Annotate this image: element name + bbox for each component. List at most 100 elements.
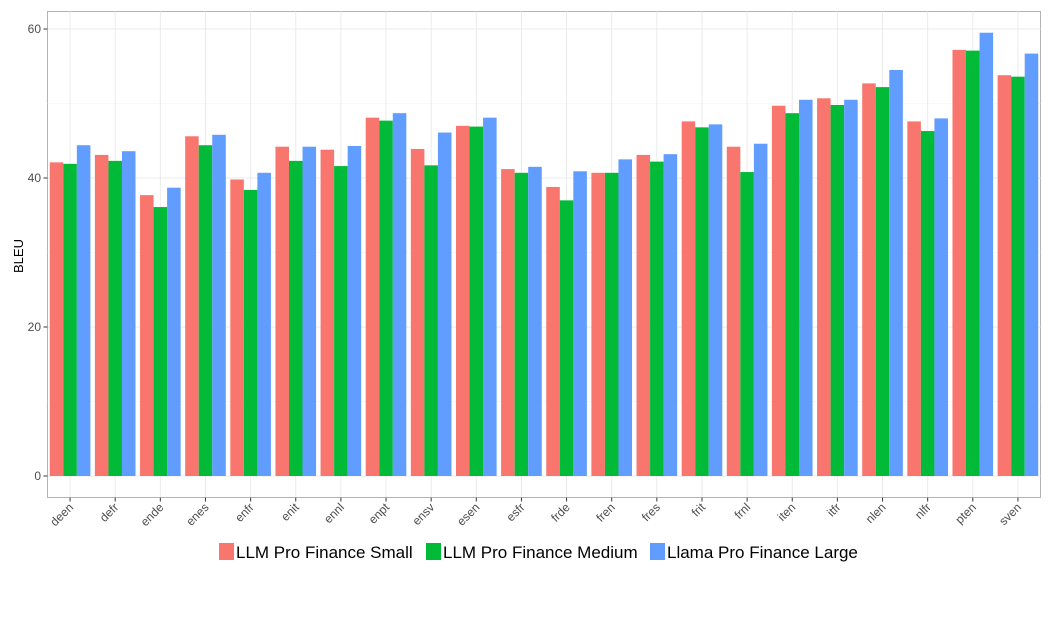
y-axis-ticks: 0 20 40 60 <box>28 22 48 483</box>
bar-deen-1 <box>49 162 64 477</box>
bar-defr-1 <box>94 154 109 476</box>
bar-frit-2 <box>695 127 709 476</box>
y-tick-label: 40 <box>28 171 42 185</box>
bar-fren-1 <box>591 172 605 476</box>
bar-ende-2 <box>153 207 168 476</box>
x-tick-label: nlfr <box>912 500 934 522</box>
x-tick-label: nlen <box>863 500 889 526</box>
bar-ensv-1 <box>410 148 425 476</box>
bar-deen-3 <box>76 145 91 476</box>
legend-swatch <box>650 543 665 560</box>
x-tick-label: esen <box>454 500 482 528</box>
bar-itfr-1 <box>817 98 831 476</box>
x-tick-label: esfr <box>504 500 528 524</box>
bar-fres-1 <box>636 154 651 476</box>
bar-itfr-2 <box>830 104 845 477</box>
bar-iten-2 <box>785 113 800 476</box>
x-tick-label: ensv <box>409 500 437 528</box>
bar-ennl-2 <box>334 166 348 476</box>
x-tick-label: ende <box>138 500 167 529</box>
bar-nlfr-2 <box>920 131 935 476</box>
bar-enes-3 <box>212 134 226 477</box>
bar-fres-2 <box>650 161 664 477</box>
x-tick-label: frnl <box>732 500 754 522</box>
bar-enpt-2 <box>379 120 393 476</box>
y-tick-label: 20 <box>28 320 42 334</box>
bar-nlen-1 <box>862 83 876 476</box>
legend-swatch <box>426 543 441 560</box>
x-tick-label: enpt <box>366 500 393 527</box>
bar-enpt-3 <box>392 113 407 476</box>
bar-nlfr-1 <box>907 121 921 476</box>
x-axis-ticks: deen defr ende enes enfr enit ennl enpt ensv esen… <box>47 497 1024 529</box>
bar-ende-1 <box>140 195 154 476</box>
bars <box>49 32 1039 477</box>
x-tick-label: frit <box>689 500 709 520</box>
bar-enfr-1 <box>230 179 244 477</box>
legend-label: LLM Pro Finance Medium <box>443 543 638 562</box>
bar-fren-2 <box>604 172 619 476</box>
x-tick-label: frde <box>548 500 573 525</box>
bar-deen-2 <box>63 163 77 476</box>
bar-enpt-1 <box>365 117 380 476</box>
x-tick-label: sven <box>996 500 1024 528</box>
bar-sven-1 <box>997 75 1012 476</box>
bar-frnl-1 <box>726 146 741 476</box>
x-tick-label: enfr <box>232 500 257 525</box>
bar-iten-3 <box>799 99 813 477</box>
bar-ensv-2 <box>424 165 438 476</box>
bar-enes-1 <box>185 136 199 476</box>
bar-defr-3 <box>121 151 136 476</box>
x-tick-label: ennl <box>321 500 347 526</box>
bar-esfr-2 <box>514 172 529 476</box>
bar-enfr-2 <box>243 189 258 477</box>
bar-itfr-3 <box>844 99 858 477</box>
bar-fres-3 <box>663 154 678 476</box>
bar-ende-3 <box>167 187 181 476</box>
bar-frnl-3 <box>753 143 768 477</box>
bar-defr-2 <box>108 160 122 477</box>
y-tick-label: 60 <box>28 22 42 36</box>
bar-pten-1 <box>952 49 967 477</box>
bar-enit-2 <box>288 160 303 477</box>
bar-ensv-3 <box>437 132 452 476</box>
y-tick-label: 0 <box>34 469 41 483</box>
bar-ennl-3 <box>347 145 362 476</box>
bar-frde-3 <box>573 171 587 477</box>
legend-label: Llama Pro Finance Large <box>667 543 858 562</box>
legend: LLM Pro Finance Small LLM Pro Finance Med… <box>219 543 858 562</box>
legend-swatch <box>219 543 234 560</box>
x-tick-label: enes <box>183 500 211 528</box>
x-tick-label: pten <box>952 500 978 526</box>
x-tick-label: enit <box>278 500 302 524</box>
bar-frit-1 <box>681 121 696 476</box>
bar-frnl-2 <box>740 172 754 477</box>
bar-esfr-1 <box>501 169 515 476</box>
bar-pten-2 <box>966 50 980 476</box>
bar-enit-3 <box>302 146 317 476</box>
x-tick-label: fres <box>639 500 663 524</box>
bar-esen-1 <box>455 125 470 476</box>
bar-ennl-1 <box>320 149 335 476</box>
y-axis-label: BLEU <box>11 239 26 273</box>
bar-nlen-2 <box>875 87 890 477</box>
bar-esfr-3 <box>528 166 542 476</box>
bar-nlfr-3 <box>934 118 948 477</box>
bar-esen-3 <box>483 117 497 476</box>
legend-label: LLM Pro Finance Small <box>236 543 413 562</box>
bar-enit-1 <box>275 146 289 476</box>
x-tick-label: fren <box>593 500 618 525</box>
bar-sven-2 <box>1011 76 1025 477</box>
bar-frit-3 <box>708 124 723 477</box>
bar-nlen-3 <box>889 69 903 476</box>
x-tick-label: itfr <box>824 500 843 519</box>
bar-frde-1 <box>546 186 560 476</box>
bar-enfr-3 <box>257 172 271 476</box>
bar-frde-2 <box>559 200 574 476</box>
bar-iten-1 <box>771 105 786 477</box>
bar-fren-3 <box>618 159 633 476</box>
bar-pten-3 <box>979 32 994 476</box>
x-tick-label: defr <box>97 500 122 525</box>
bar-sven-3 <box>1024 53 1039 477</box>
